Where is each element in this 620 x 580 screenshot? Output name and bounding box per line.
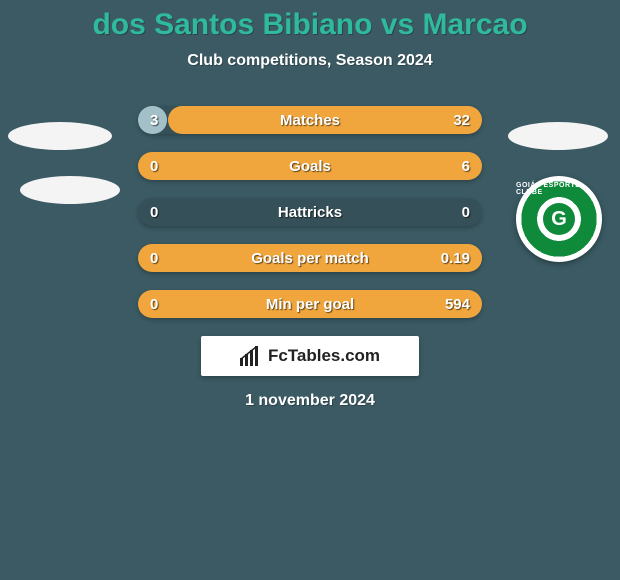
brand-box: FcTables.com [201,336,419,376]
comparison-chart: 332Matches 06Goals 00Hattricks 00.19Goals p… [0,106,620,318]
date-text: 1 november 2024 [0,392,620,410]
stat-row: 0594Min per goal [138,290,482,318]
stat-row: 332Matches [138,106,482,134]
brand-label: FcTables.com [268,346,380,366]
bars-icon [240,346,262,366]
stat-row: 00Hattricks [138,198,482,226]
stat-row: 00.19Goals per match [138,244,482,272]
stat-label: Goals per match [138,244,482,272]
stat-row: 06Goals [138,152,482,180]
stat-label: Matches [138,106,482,134]
page-title: dos Santos Bibiano vs Marcao [0,0,620,42]
page-subtitle: Club competitions, Season 2024 [0,52,620,70]
stat-label: Hattricks [138,198,482,226]
stat-label: Min per goal [138,290,482,318]
stat-label: Goals [138,152,482,180]
